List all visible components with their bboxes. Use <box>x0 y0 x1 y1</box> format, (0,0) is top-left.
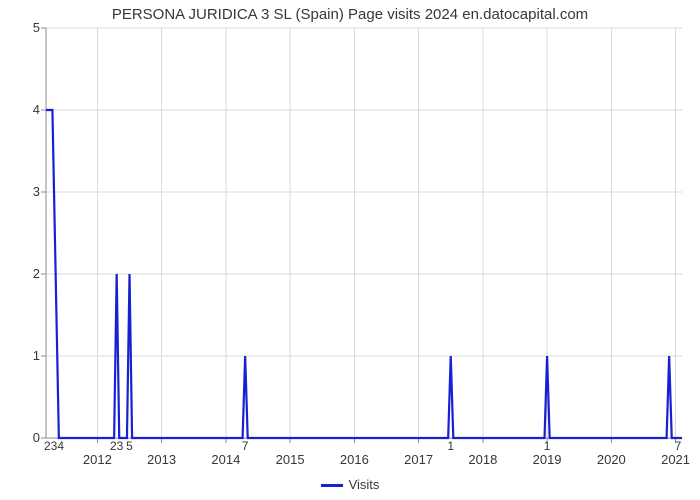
peak-label: 7 <box>675 439 682 453</box>
legend: Visits <box>0 477 700 492</box>
x-axis-label: 2020 <box>597 452 626 467</box>
peak-label: 1 <box>447 439 454 453</box>
x-axis-label: 2021 <box>661 452 690 467</box>
peak-label: 7 <box>242 439 249 453</box>
x-axis-label: 2015 <box>276 452 305 467</box>
chart-container: PERSONA JURIDICA 3 SL (Spain) Page visit… <box>0 0 700 500</box>
y-axis-label: 2 <box>10 266 40 281</box>
y-axis-label: 1 <box>10 348 40 363</box>
peak-label: 23 <box>110 439 123 453</box>
peak-label: 234 <box>44 439 64 453</box>
x-axis-label: 2013 <box>147 452 176 467</box>
y-axis-label: 3 <box>10 184 40 199</box>
x-axis-label: 2014 <box>211 452 240 467</box>
x-axis-label: 2019 <box>533 452 562 467</box>
x-axis-label: 2018 <box>468 452 497 467</box>
legend-swatch <box>321 484 343 487</box>
peak-label: 1 <box>544 439 551 453</box>
y-axis-label: 5 <box>10 20 40 35</box>
x-axis-label: 2012 <box>83 452 112 467</box>
peak-label: 5 <box>126 439 133 453</box>
x-axis-label: 2017 <box>404 452 433 467</box>
x-axis-label: 2016 <box>340 452 369 467</box>
chart-plot <box>0 0 700 500</box>
y-axis-label: 4 <box>10 102 40 117</box>
legend-label: Visits <box>349 477 380 492</box>
y-axis-label: 0 <box>10 430 40 445</box>
